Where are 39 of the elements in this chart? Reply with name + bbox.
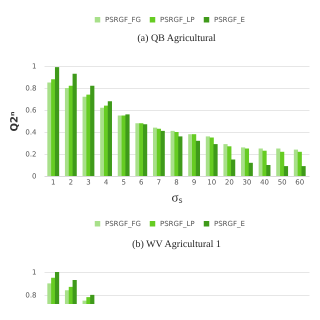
bar (178, 136, 182, 176)
y-axis-title: Q2ⁿ (9, 111, 20, 132)
bar (196, 140, 200, 176)
bar (244, 148, 250, 176)
bar (231, 160, 236, 176)
bar (72, 74, 77, 176)
bar (188, 134, 192, 176)
bar (276, 148, 280, 176)
bar (298, 152, 302, 176)
chart-title: (b) WV Agricultural 1 (132, 239, 221, 250)
bar (54, 67, 60, 176)
bar (108, 101, 112, 176)
bar (152, 128, 158, 176)
bar (258, 148, 263, 176)
bar (82, 96, 87, 176)
bar (192, 134, 196, 176)
bar (139, 123, 144, 176)
bar (241, 147, 246, 176)
bar (301, 166, 306, 176)
x-axis-title: σₛ (171, 190, 183, 204)
bar (170, 130, 175, 176)
bar (160, 130, 165, 176)
bar (143, 124, 148, 176)
bar (104, 106, 108, 176)
bar (248, 162, 253, 176)
bar (266, 165, 270, 176)
chart-title: (a) QB Agricultural (137, 33, 216, 44)
bar (64, 88, 70, 176)
bar (90, 86, 94, 176)
bar (210, 138, 214, 176)
bar (284, 166, 288, 176)
bar (213, 144, 218, 176)
bar (100, 108, 104, 176)
bar (122, 116, 126, 176)
bar (262, 150, 267, 176)
bar (227, 146, 232, 176)
bar (51, 79, 56, 176)
bar (280, 152, 284, 176)
bar (125, 114, 130, 176)
